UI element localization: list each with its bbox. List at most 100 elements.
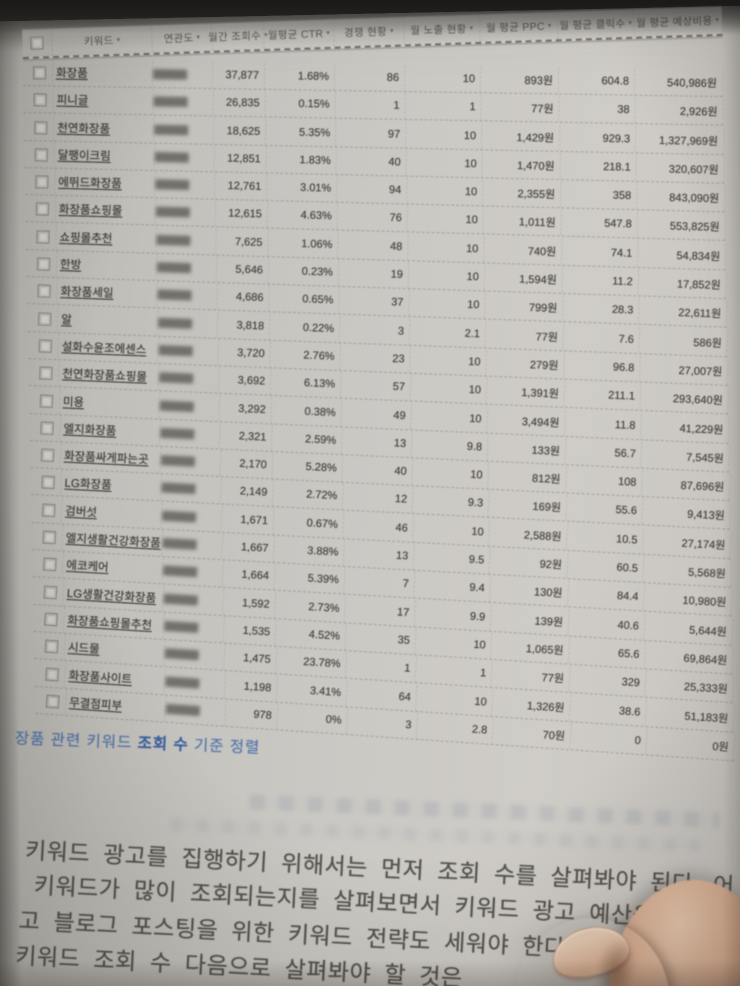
avg-ppc-value: 812원 [487, 462, 568, 493]
relevance-redacted-value [162, 538, 197, 551]
keyword-cell: 에뛰드화장품 [55, 168, 156, 198]
est-cost-value: 5,568원 [643, 556, 733, 588]
avg-ppc-value: 70원 [492, 717, 572, 750]
relevance-cell [160, 474, 223, 505]
avg-clicks-value: 40.6 [568, 609, 646, 640]
keyword-cell: 미용 [59, 387, 161, 419]
avg-ppc-value: 893원 [480, 66, 560, 94]
competition-value: 3 [339, 315, 411, 345]
checkbox-icon [32, 65, 47, 80]
keyword-link: 에코케어 [65, 560, 109, 575]
monthly-exposure-value: 10 [407, 205, 485, 235]
checkbox-icon [34, 120, 48, 134]
est-cost-value: 293,640원 [640, 384, 730, 415]
column-header: 월 평균 PPC ▾ [479, 12, 559, 42]
relevance-redacted-value [156, 262, 192, 274]
caption-bold: 조회 수 [137, 735, 189, 755]
row-checkbox-cell [28, 331, 60, 360]
column-header: 연관도 ▾ [151, 23, 213, 53]
row-checkbox-cell [33, 577, 65, 606]
competition-value: 86 [334, 63, 406, 92]
relevance-redacted-value [163, 593, 198, 606]
row-checkbox-cell [34, 632, 66, 661]
est-cost-value: 27,007원 [639, 355, 729, 386]
row-checkbox-cell [31, 495, 63, 524]
keyword-link: LG화장품 [64, 478, 112, 493]
column-header-label: 월 평균 클릭수 [559, 18, 626, 33]
keyword-link: 검버섯 [64, 505, 98, 520]
relevance-cell [158, 364, 220, 394]
page-showthrough-smudge [249, 794, 720, 828]
est-cost-value: 17,852원 [638, 269, 728, 299]
checkbox-icon [33, 93, 47, 107]
relevance-cell [156, 226, 217, 255]
monthly-views-value: 4,686 [217, 283, 270, 312]
avg-ppc-value: 130원 [489, 576, 570, 607]
avg-clicks-value: 28.3 [562, 295, 640, 325]
monthly-exposure-value: 9.9 [414, 600, 492, 631]
monthly-exposure-value: 10 [412, 459, 490, 490]
keyword-link: 화장품쇼핑몰 [58, 204, 123, 219]
keyword-link: 화장품세일 [60, 286, 114, 301]
keyword-link: 무결점피부 [68, 697, 123, 713]
sort-arrow-icon: ▾ [469, 25, 474, 33]
row-checkbox-cell [33, 604, 66, 633]
checkbox-icon [37, 284, 51, 298]
avg-clicks-value: 56.7 [565, 438, 643, 468]
competition-value: 94 [336, 175, 408, 204]
caption-suffix: 기준 정렬 [188, 737, 261, 757]
avg-clicks-value: 74.1 [561, 238, 639, 268]
est-cost-value: 10,980원 [643, 584, 734, 617]
checkbox-icon [40, 448, 55, 462]
relevance-cell [162, 557, 224, 588]
keyword-link: 엘지화장품 [63, 423, 117, 438]
competition-value: 19 [338, 259, 410, 289]
avg-clicks-value: 60.5 [567, 552, 645, 583]
competition-value: 37 [339, 287, 410, 317]
keyword-cell: 쇼핑몰추천 [56, 223, 157, 253]
avg-ctr-value: 4.52% [275, 619, 347, 651]
relevance-redacted-value [165, 703, 201, 717]
monthly-views-value: 1,592 [222, 588, 277, 619]
avg-ppc-value: 2,588원 [488, 519, 569, 550]
competition-value: 40 [342, 455, 414, 486]
column-header-label: 월평균 CTR [267, 28, 324, 42]
keyword-cell: 검버섯 [61, 497, 163, 529]
keyword-link: 미용 [62, 396, 85, 410]
relevance-cell [154, 143, 216, 172]
competition-value: 97 [335, 119, 407, 148]
checkbox-icon [41, 502, 56, 517]
keyword-link: 화장품 [55, 67, 88, 81]
avg-clicks-value: 358 [560, 181, 638, 210]
avg-ppc-value: 1,429원 [481, 122, 561, 151]
column-header-label: 연관도 [163, 32, 194, 46]
keyword-link: 설화수윤조에센스 [61, 341, 147, 357]
relevance-redacted-value [155, 179, 190, 191]
est-cost-value: 320,607원 [636, 154, 725, 183]
monthly-views-value: 12,615 [215, 200, 269, 229]
avg-ppc-value: 77원 [491, 661, 571, 693]
est-cost-value: 540,986원 [634, 68, 724, 97]
row-checkbox-cell [35, 686, 68, 716]
monthly-views-value: 3,818 [217, 311, 271, 340]
est-cost-value: 22,611원 [638, 298, 728, 328]
relevance-cell [156, 254, 218, 283]
relevance-cell [157, 309, 219, 338]
monthly-views-value: 12,761 [214, 172, 268, 201]
checkbox-icon [39, 393, 54, 408]
est-cost-value: 7,545원 [641, 441, 731, 472]
keyword-link: 달팽이크림 [57, 149, 111, 164]
sort-arrow-icon: ▾ [389, 27, 394, 35]
est-cost-value: 586원 [639, 326, 729, 357]
sort-arrow-icon: ▾ [628, 19, 633, 27]
relevance-redacted-value [165, 676, 200, 689]
monthly-exposure-value: 9.3 [412, 487, 490, 518]
avg-ctr-value: 2.59% [271, 424, 343, 455]
relevance-cell [164, 668, 227, 699]
relevance-cell [162, 585, 225, 616]
row-checkbox-cell [23, 86, 54, 114]
checkbox-icon [38, 339, 53, 353]
monthly-exposure-value: 2.8 [416, 712, 495, 745]
avg-clicks-value: 84.4 [567, 580, 646, 612]
